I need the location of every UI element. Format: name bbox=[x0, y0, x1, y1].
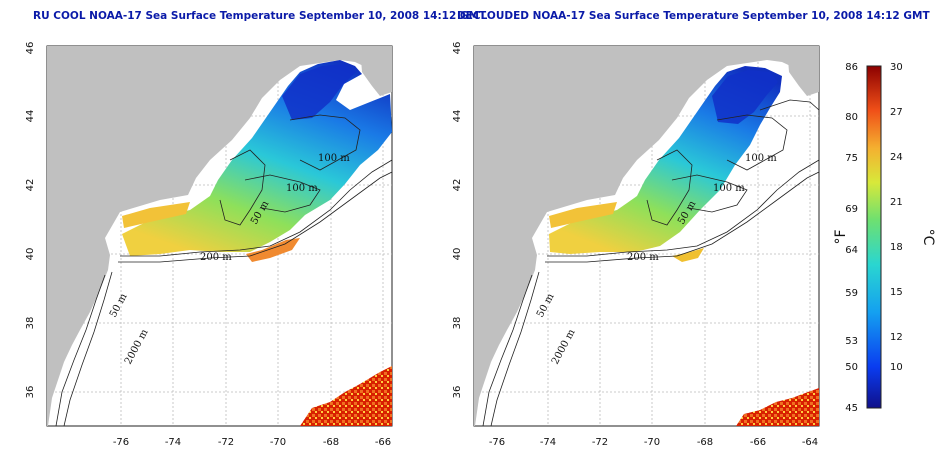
right-y-axis-ticks: 46 44 42 40 38 36 bbox=[452, 42, 463, 399]
right-contour-label-100m-upper: 100 m bbox=[745, 153, 777, 164]
right-x-tick: -76 bbox=[489, 437, 505, 448]
colorbar-f-tick: 86 bbox=[845, 62, 858, 73]
left-y-tick: 42 bbox=[25, 179, 36, 192]
colorbar-fahrenheit-unit: °F bbox=[833, 229, 849, 244]
colorbar-gradient bbox=[866, 65, 882, 409]
right-x-tick: -74 bbox=[540, 437, 556, 448]
right-contour-label-100m-lower: 100 m bbox=[713, 183, 745, 194]
right-land-mass bbox=[474, 46, 819, 426]
left-x-tick: -70 bbox=[270, 437, 286, 448]
left-y-tick: 38 bbox=[25, 317, 36, 330]
right-x-tick: -72 bbox=[592, 437, 608, 448]
colorbar-f-tick: 75 bbox=[845, 153, 858, 164]
right-map: 100 m 100 m 50 m 200 m 50 m 2000 m -76 -… bbox=[452, 42, 820, 448]
right-x-tick: -68 bbox=[697, 437, 713, 448]
colorbar-f-tick: 80 bbox=[845, 112, 858, 123]
colorbar-c-tick: 21 bbox=[890, 197, 903, 208]
left-bathymetry-contours bbox=[55, 114, 393, 427]
colorbar-c-tick: 12 bbox=[890, 332, 903, 343]
right-x-axis-ticks: -76 -74 -72 -70 -68 -66 -64 bbox=[489, 437, 818, 448]
colorbar-fahrenheit-ticks: 86 80 75 69 64 59 53 50 45 bbox=[845, 62, 858, 414]
left-gulf-stream bbox=[300, 366, 392, 426]
colorbar-f-tick: 59 bbox=[845, 288, 858, 299]
right-x-tick: -66 bbox=[750, 437, 766, 448]
left-x-tick: -74 bbox=[165, 437, 181, 448]
right-nova-scotia bbox=[787, 46, 819, 96]
right-y-tick: 42 bbox=[452, 179, 463, 192]
left-x-axis-ticks: -76 -74 -72 -70 -68 -66 -64 bbox=[113, 437, 391, 448]
right-contour-label-200m: 200 m bbox=[627, 252, 659, 263]
left-x-tick: -68 bbox=[323, 437, 339, 448]
colorbar-c-tick: 10 bbox=[890, 362, 903, 373]
colorbar-f-tick: 50 bbox=[845, 362, 858, 373]
colorbar-c-tick: 24 bbox=[890, 152, 903, 163]
left-x-tick: -66 bbox=[375, 437, 391, 448]
left-sst-field bbox=[122, 60, 392, 256]
left-contour-label-100m-lower: 100 m bbox=[286, 183, 318, 194]
right-bathymetry-contours bbox=[482, 99, 820, 427]
colorbar-c-tick: 15 bbox=[890, 287, 903, 298]
left-contour-label-200m: 200 m bbox=[200, 252, 232, 263]
colorbar-celsius-unit: °C bbox=[920, 229, 936, 246]
left-y-tick: 36 bbox=[25, 386, 36, 399]
colorbar-f-tick: 53 bbox=[845, 336, 858, 347]
left-y-tick: 40 bbox=[25, 248, 36, 261]
right-y-tick: 38 bbox=[452, 317, 463, 330]
right-gulf-stream bbox=[736, 388, 819, 426]
left-y-tick: 46 bbox=[25, 42, 36, 55]
right-y-tick: 36 bbox=[452, 386, 463, 399]
colorbar-c-tick: 30 bbox=[890, 62, 903, 73]
left-nova-scotia bbox=[360, 46, 392, 96]
right-warm-band bbox=[549, 202, 617, 228]
colorbar-f-tick: 69 bbox=[845, 204, 858, 215]
left-x-tick: -76 bbox=[113, 437, 129, 448]
left-warm-shelf bbox=[246, 238, 300, 262]
left-y-axis-ticks: 46 44 42 40 38 36 bbox=[25, 42, 36, 399]
left-cold-core bbox=[282, 64, 356, 120]
left-land-mass bbox=[47, 46, 392, 426]
left-map: 100 m 100 m 50 m 200 m 50 m 2000 m -76 -… bbox=[25, 42, 393, 448]
colorbar-f-tick: 45 bbox=[845, 403, 858, 414]
colorbar-celsius-ticks: 30 27 24 21 18 15 12 10 bbox=[890, 62, 903, 373]
right-map-title: DECLOUDED NOAA-17 Sea Surface Temperatur… bbox=[457, 10, 930, 22]
right-warm-shelf bbox=[672, 248, 704, 262]
left-map-title: RU COOL NOAA-17 Sea Surface Temperature … bbox=[33, 10, 487, 22]
right-cold-core bbox=[712, 70, 778, 124]
right-x-tick: -64 bbox=[802, 437, 818, 448]
colorbar-f-tick: 64 bbox=[845, 245, 858, 256]
left-x-tick: -72 bbox=[218, 437, 234, 448]
right-y-tick: 40 bbox=[452, 248, 463, 261]
left-y-tick: 44 bbox=[25, 110, 36, 123]
left-contour-label-100m-upper: 100 m bbox=[318, 153, 350, 164]
colorbar: 86 80 75 69 64 59 53 50 45 30 27 24 21 1… bbox=[833, 62, 936, 414]
right-y-tick: 46 bbox=[452, 42, 463, 55]
colorbar-c-tick: 27 bbox=[890, 107, 903, 118]
left-warm-band bbox=[122, 202, 190, 228]
colorbar-c-tick: 18 bbox=[890, 242, 903, 253]
right-x-tick: -70 bbox=[644, 437, 660, 448]
right-y-tick: 44 bbox=[452, 110, 463, 123]
